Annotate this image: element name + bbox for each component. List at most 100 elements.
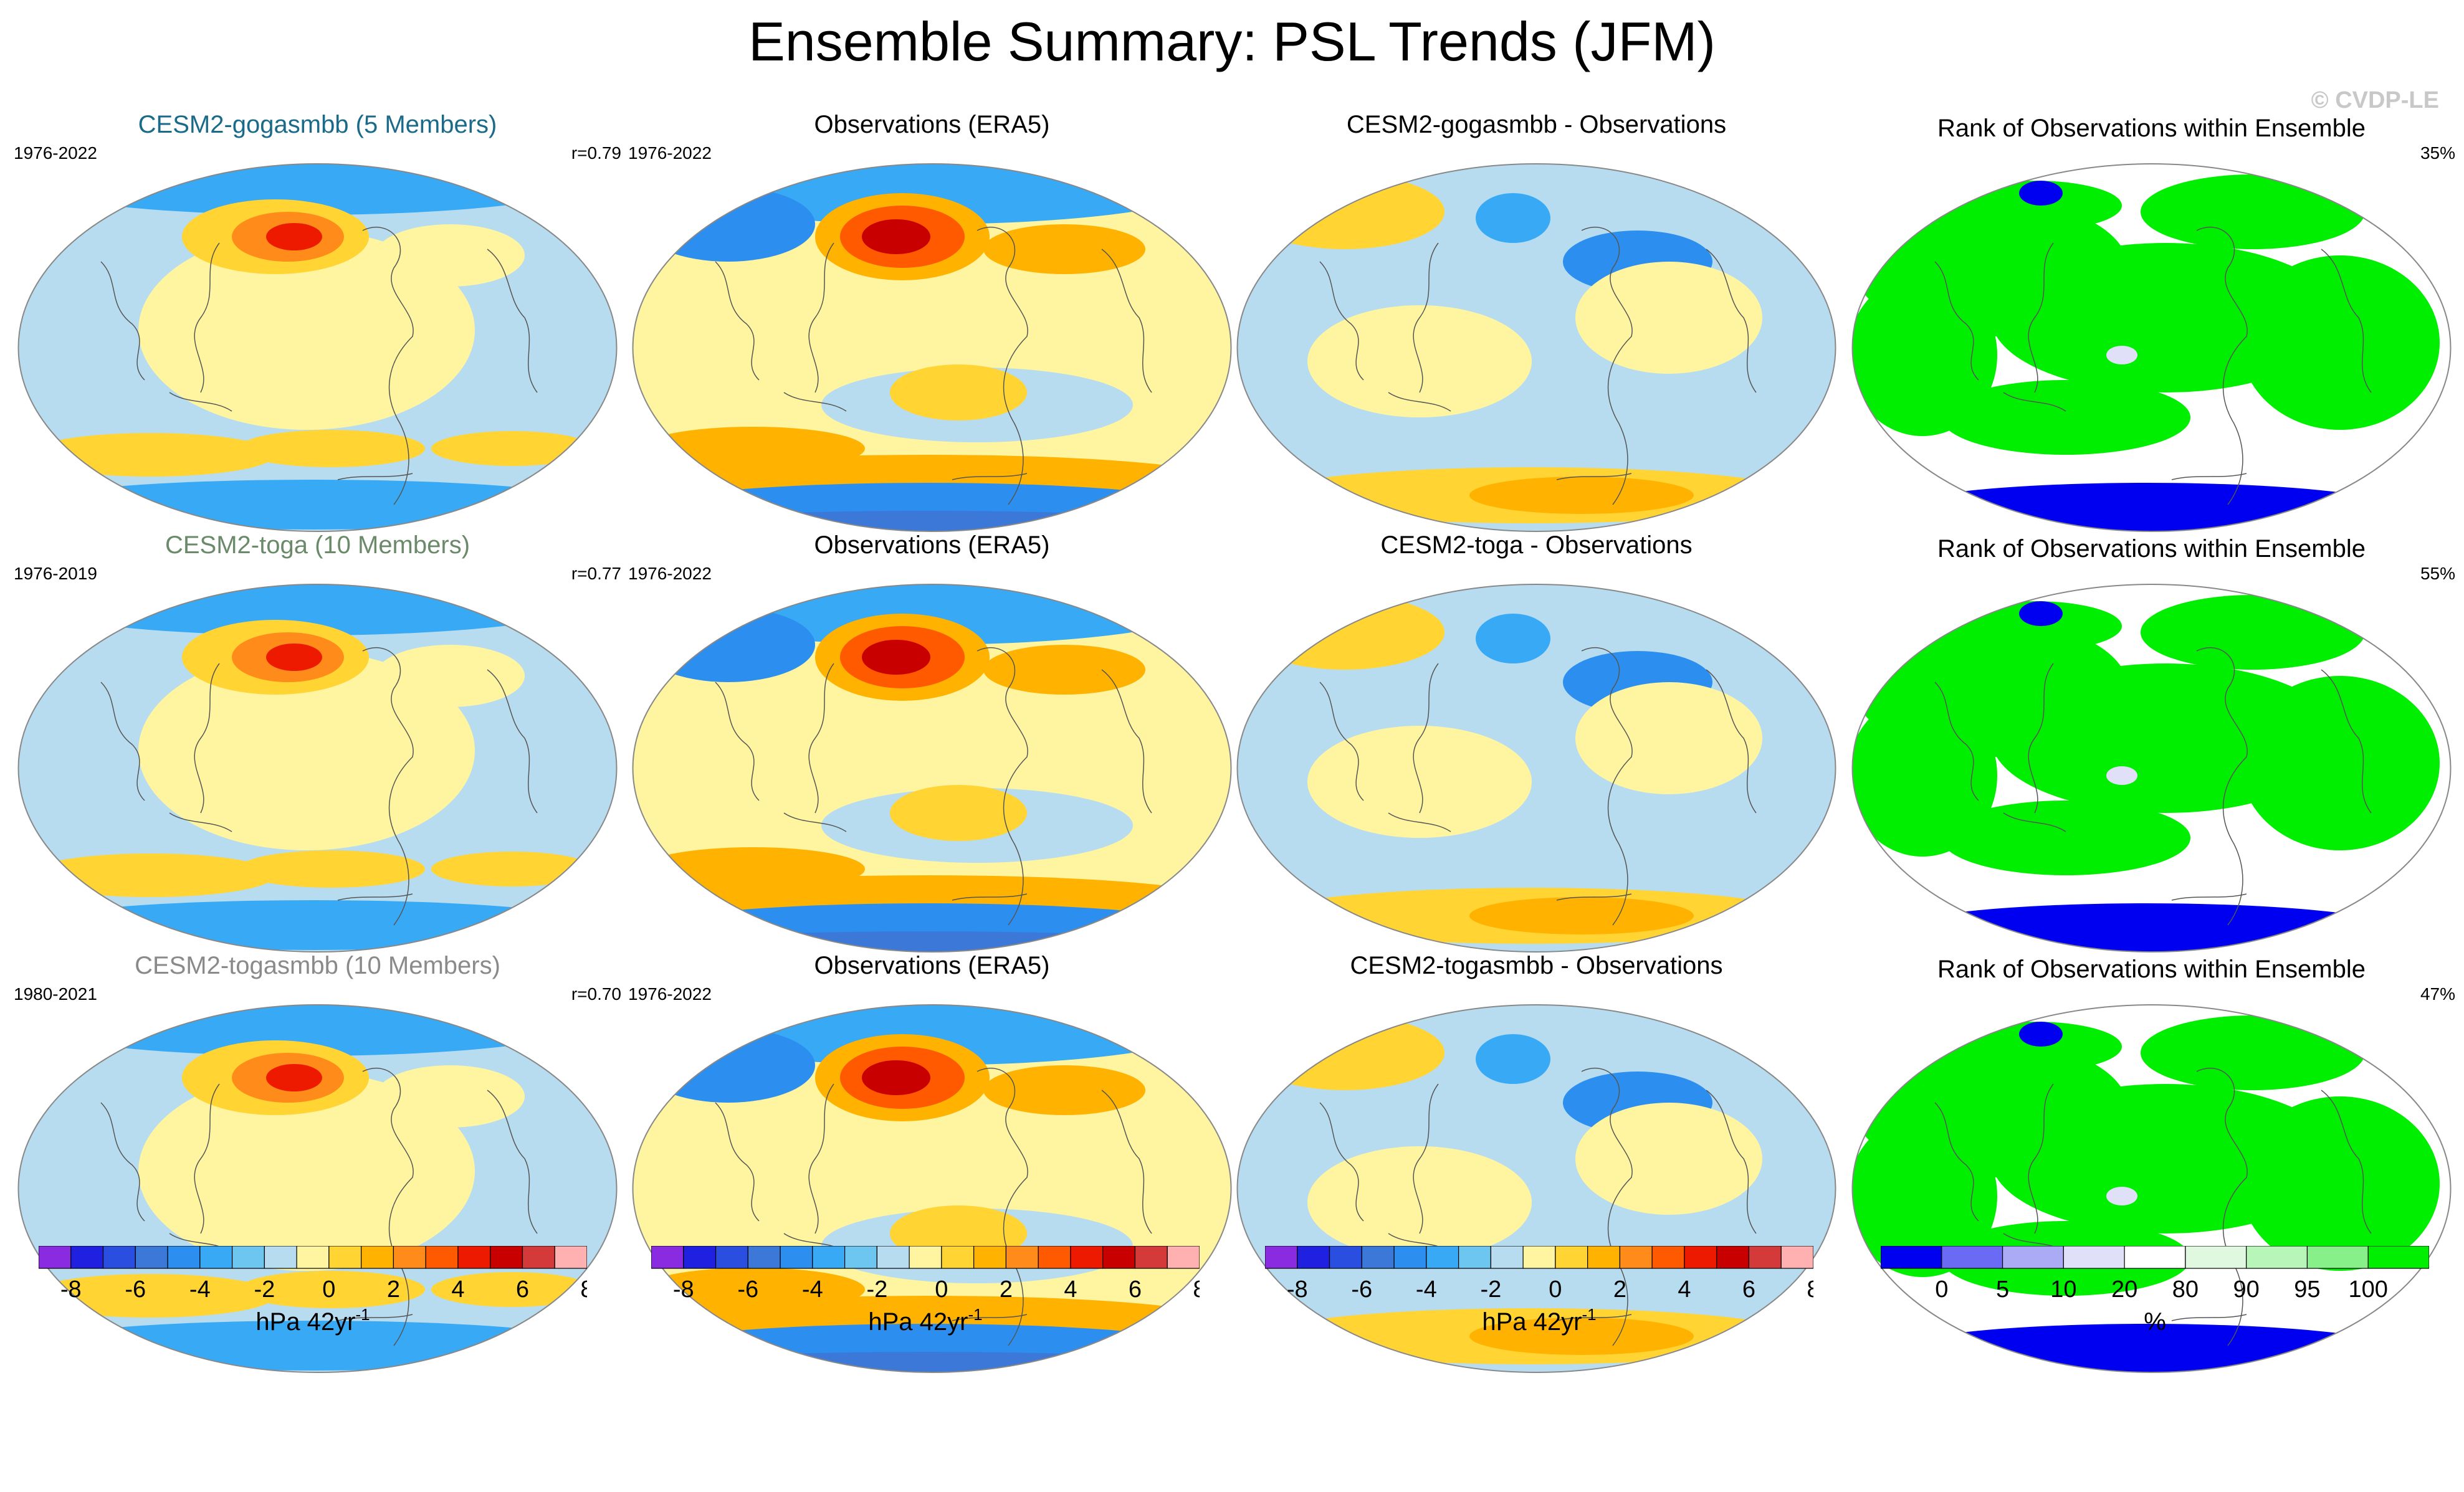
colorbar-unit: hPa 42yr-1 [255, 1305, 370, 1336]
colorbar-swatch [135, 1245, 168, 1269]
colorbar-tick-label: -8 [60, 1276, 82, 1303]
southern-ring-core [1469, 477, 1694, 514]
coastline-0 [2196, 647, 2248, 926]
colorbar-tick-label: 6 [1129, 1276, 1142, 1303]
colorbar-swatch [457, 1245, 491, 1269]
colorbar-swatch [1458, 1245, 1491, 1269]
globe-outline [1851, 584, 2452, 953]
colorbar-tick-label: 0 [1935, 1276, 1948, 1303]
colorbar-tick-label: 0 [322, 1276, 335, 1303]
coastline-1 [194, 663, 220, 814]
coastline-4 [952, 473, 1028, 480]
colorbar-tick-label: 6 [516, 1276, 529, 1303]
globe-map [1851, 584, 2452, 953]
panel-title: Rank of Observations within Ensemble [1937, 956, 2366, 983]
coastline-1 [808, 242, 834, 393]
colorbar-swatch [1426, 1245, 1459, 1269]
south-america-high [890, 364, 1027, 421]
colorbar-swatch [1167, 1245, 1200, 1269]
coastline-0 [977, 647, 1028, 926]
colorbar-swatch [1684, 1245, 1717, 1269]
colorbar-swatch [1619, 1245, 1653, 1269]
aleutian-high-core [862, 219, 930, 254]
antarctic-core [634, 1352, 1220, 1372]
colorbar-swatch [2185, 1245, 2247, 1269]
rank-percent-label: 35% [2420, 143, 2455, 163]
colorbar-swatch [1522, 1245, 1556, 1269]
colorbar-tick-label: 80 [2172, 1276, 2199, 1303]
colorbar-swatch [941, 1245, 975, 1269]
coastline-0 [977, 1068, 1028, 1346]
colorbar-swatch [683, 1245, 717, 1269]
coastline-3 [2321, 1090, 2372, 1234]
coastline-3 [2321, 669, 2372, 814]
globe-outline [1236, 163, 1836, 532]
field-layer [1852, 584, 2451, 952]
coastline-2 [100, 261, 145, 381]
europe-high [1245, 174, 1444, 249]
colorbar-unit-exponent: -1 [355, 1305, 370, 1324]
coastline-5 [2003, 812, 2066, 832]
colorbar-swatch [1780, 1245, 1814, 1269]
panel-title: CESM2-gogasmbb (5 Members) [138, 111, 497, 138]
coastline-2 [100, 682, 145, 801]
colorbar-swatch [264, 1245, 297, 1269]
tropical-atlantic-pos [1575, 682, 1762, 794]
colorbar-swatch [231, 1245, 265, 1269]
panel-title: Observations (ERA5) [814, 952, 1050, 979]
southern-ridge-mid [238, 850, 425, 888]
colorbar-swatch [70, 1245, 104, 1269]
colorbar-swatch [1361, 1245, 1395, 1269]
globe-outline [632, 584, 1232, 953]
globe-outline [17, 163, 618, 532]
globe-map [1236, 1004, 1836, 1373]
colorbar-unit: hPa 42yr-1 [1482, 1305, 1596, 1336]
coastline-0 [977, 227, 1028, 505]
coastline-0 [2196, 227, 2248, 505]
colorbar-tick-label: 90 [2233, 1276, 2260, 1303]
globe-outline [1236, 584, 1836, 953]
atlantic-high [983, 224, 1145, 274]
coastline-4 [2171, 473, 2247, 480]
colorbar-tick-label: -2 [254, 1276, 275, 1303]
colorbar-svg: -8 -6 -4 -2 0 2 4 6 8 hPa 42yr-1 [651, 1245, 1206, 1336]
southern-ridge-mid [238, 430, 425, 467]
colorbar-tick-label: -6 [125, 1276, 146, 1303]
colorbar-tick-label: 4 [1064, 1276, 1077, 1303]
coastline-2 [715, 1102, 760, 1222]
rank-high-region-2 [1852, 274, 1997, 436]
colorbar-svg: -8 -6 -4 -2 0 2 4 6 8 hPa 42yr-1 [1264, 1245, 1820, 1336]
panel-title: Rank of Observations within Ensemble [1937, 115, 2366, 142]
panel-title: CESM2-togasmbb - Observations [1350, 952, 1723, 979]
southern-ridge-east [431, 1272, 593, 1307]
colorbar-swatch [522, 1245, 555, 1269]
tropical-atlantic-pos [1575, 262, 1762, 374]
globe-map [1851, 163, 2452, 532]
colorbar-swatch [2124, 1245, 2186, 1269]
colorbar-swatch [1555, 1245, 1588, 1269]
globe-outline [17, 1004, 618, 1373]
coastline-5 [169, 812, 232, 832]
colorbar-tick-label: 100 [2349, 1276, 2388, 1303]
southern-ring-core [1469, 1318, 1694, 1355]
colorbar-swatch [1880, 1245, 1942, 1269]
period-label: 1976-2022 [628, 984, 712, 1004]
coastline-1 [1413, 242, 1439, 393]
colorbar-swatch [876, 1245, 910, 1269]
colorbar-tick-label: 20 [2111, 1276, 2137, 1303]
colorbar-swatch [2367, 1245, 2430, 1269]
coastline-4 [337, 473, 413, 480]
colorbar-swatch [1005, 1245, 1039, 1269]
colorbar-swatch [2002, 1245, 2064, 1269]
coastline-1 [194, 1083, 220, 1234]
rank-percent-label: 47% [2420, 984, 2455, 1004]
coastline-5 [783, 812, 847, 832]
coastline-3 [1706, 249, 1757, 393]
coastline-2 [1319, 682, 1364, 801]
rank-low-north [2019, 601, 2063, 626]
southern-ridge-east [431, 431, 593, 466]
colorbar-swatch [1329, 1245, 1362, 1269]
colorbar-swatch [1134, 1245, 1168, 1269]
globe-outline [1851, 163, 2452, 532]
field-layer [18, 1005, 617, 1372]
